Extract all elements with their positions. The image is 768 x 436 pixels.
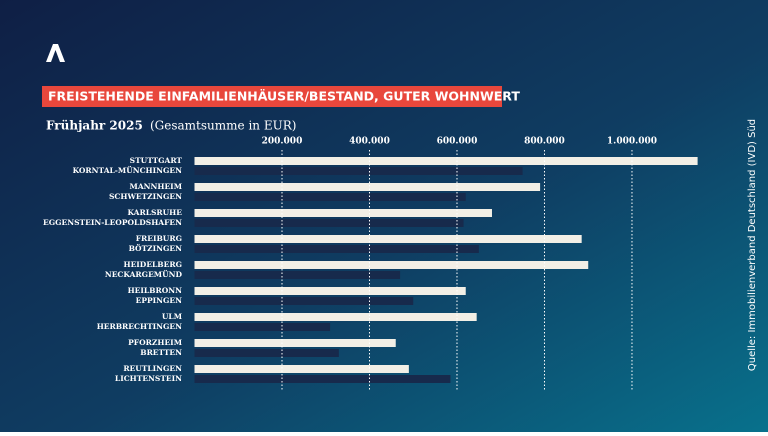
- y-tick-label: SCHWETZINGEN: [109, 192, 182, 201]
- y-tick-label: STUTTGART: [130, 156, 183, 165]
- y-tick-label: PFORZHEIM: [128, 338, 182, 347]
- y-tick-label: EPPINGEN: [136, 296, 182, 305]
- bar: [194, 183, 541, 191]
- title-banner: [42, 86, 502, 107]
- y-tick-label: KARLSRUHE: [127, 208, 182, 217]
- y-tick-label: BRETTEN: [140, 348, 182, 357]
- x-tick-label: 800.000: [524, 137, 565, 147]
- bar: [194, 209, 492, 217]
- x-tick-label: 200.000: [262, 137, 303, 147]
- subtitle: Frühjahr 2025: [46, 119, 143, 133]
- y-tick-label: REUTLINGEN: [123, 364, 182, 373]
- bar: [194, 261, 589, 269]
- bar: [194, 235, 582, 243]
- bar: [194, 245, 479, 253]
- y-tick-label: LICHTENSTEIN: [115, 374, 182, 383]
- y-tick-label: HERBRECHTINGEN: [97, 322, 182, 331]
- y-tick-label: EGGENSTEIN-LEOPOLDSHAFEN: [43, 218, 182, 227]
- chart-title: FREISTEHENDE EINFAMILIENHÄUSER/BESTAND, …: [48, 89, 520, 104]
- bar: [194, 375, 451, 383]
- logo: [46, 44, 65, 62]
- y-tick-label: BÖTZINGEN: [129, 244, 183, 253]
- bar: [194, 157, 698, 165]
- bar: [194, 287, 466, 295]
- x-tick-label: 600.000: [437, 137, 478, 147]
- bar: [194, 219, 464, 227]
- bar: [194, 365, 409, 373]
- bar: [194, 323, 331, 331]
- bar: [194, 193, 466, 201]
- y-tick-label: MANNHEIM: [130, 182, 182, 191]
- x-tick-label: 1.000.000: [607, 137, 657, 147]
- y-tick-label: HEILBRONN: [128, 286, 183, 295]
- unit-label: (Gesamtsumme in EUR): [150, 119, 296, 133]
- x-tick-label: 400.000: [349, 137, 390, 147]
- bar: [194, 313, 477, 321]
- y-tick-label: KORNTAL-MÜNCHINGEN: [73, 166, 183, 175]
- y-tick-label: FREIBURG: [136, 234, 182, 243]
- source: Quelle: Immobilienverband Deutschland (I…: [747, 119, 758, 371]
- bar: [194, 167, 523, 175]
- bar: [194, 349, 339, 357]
- y-tick-label: ULM: [162, 312, 182, 321]
- y-tick-label: NECKARGEMÜND: [105, 270, 183, 279]
- bar: [194, 271, 401, 279]
- y-tick-label: HEIDELBERG: [124, 260, 183, 269]
- bar: [194, 339, 396, 347]
- bar: [194, 297, 414, 305]
